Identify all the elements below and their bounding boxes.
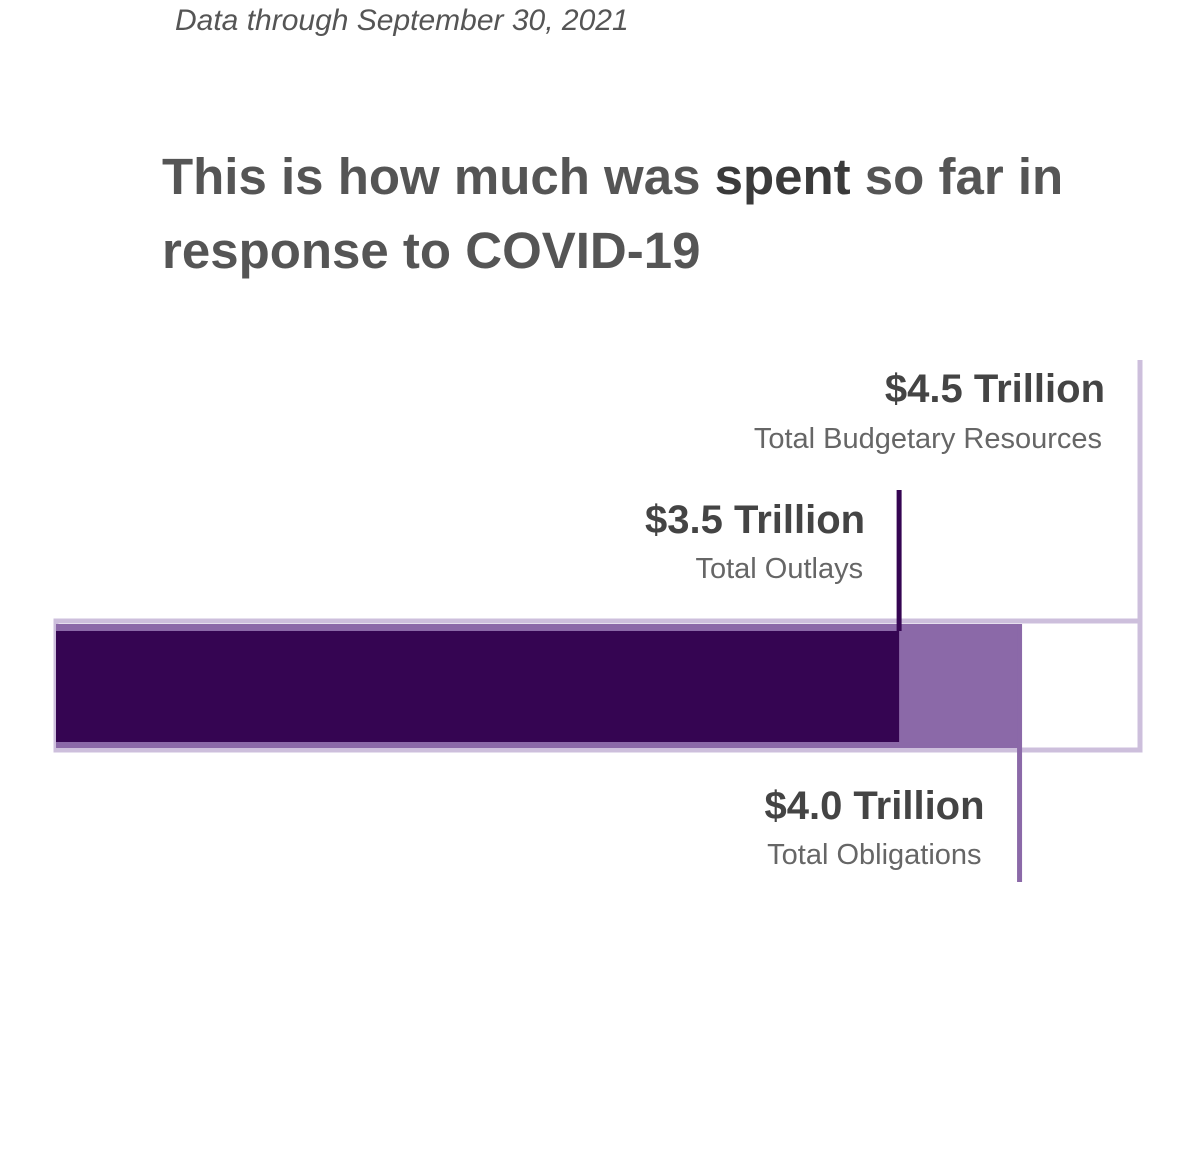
category-label-total-outlays: Total Outlays	[695, 553, 863, 585]
category-label-total-obligations: Total Obligations	[767, 839, 981, 871]
category-label-total-budgetary-resources: Total Budgetary Resources	[754, 423, 1102, 455]
headline-text-before: This is how much was	[162, 148, 715, 205]
headline-emphasis: spent	[714, 148, 851, 205]
headline-text-after: so far in response to COVID-19	[162, 148, 1064, 279]
value-label-total-outlays: $3.5 Trillion	[645, 498, 865, 542]
value-label-total-budgetary-resources: $4.5 Trillion	[885, 367, 1105, 411]
chart-headline: This is how much was spent so far in res…	[162, 140, 1122, 288]
bar-total-outlays	[56, 631, 900, 742]
chart-subtitle: Data through September 30, 2021	[175, 4, 629, 37]
value-label-total-obligations: $4.0 Trillion	[764, 784, 984, 828]
